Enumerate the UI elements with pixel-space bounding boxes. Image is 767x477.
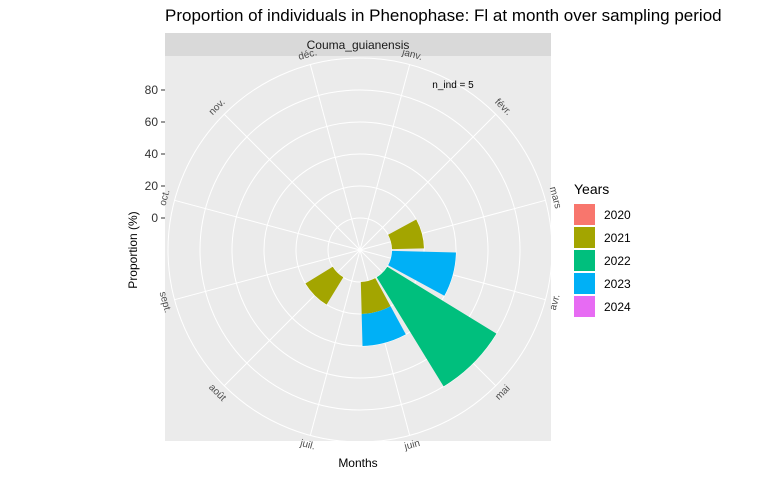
grid-spoke	[174, 249, 361, 301]
legend: Years 2020 2021 2022 2023 2024	[574, 181, 631, 317]
y-tick-label: 80	[145, 83, 159, 97]
y-tick-label: 20	[145, 179, 159, 193]
y-axis-title: Proportion (%)	[126, 211, 140, 288]
month-label: sept.	[157, 290, 173, 314]
grid-spoke	[359, 113, 497, 251]
month-label: avr.	[548, 293, 563, 311]
month-label: juin	[402, 438, 421, 453]
legend-label-2020: 2020	[604, 208, 631, 222]
bar-2023-avr.	[388, 250, 456, 296]
bar-2021-juin	[360, 278, 391, 314]
chart-title: Proportion of individuals in Phenophase:…	[165, 6, 722, 25]
grid-circle-outer	[167, 57, 553, 443]
legend-label-2024: 2024	[604, 300, 631, 314]
grid-circle	[263, 153, 457, 347]
month-label: déc.	[297, 47, 318, 63]
legend-label-2022: 2022	[604, 254, 631, 268]
bar-2021-août	[305, 266, 344, 305]
legend-key-2023	[574, 273, 595, 294]
month-label: oct.	[158, 189, 173, 207]
grid-spoke	[359, 64, 411, 251]
bar-2022-mai	[376, 266, 497, 387]
legend-key-2024	[574, 296, 595, 317]
legend-label-2021: 2021	[604, 231, 631, 245]
legend-key-2020	[574, 204, 595, 225]
grid-spoke	[174, 199, 361, 251]
grid-circle	[327, 217, 393, 283]
grid-circle	[199, 89, 521, 411]
legend-key-2022	[574, 250, 595, 271]
y-tick-label: 60	[145, 115, 159, 129]
n-ind-annotation: n_ind = 5	[432, 80, 474, 91]
month-label: juil.	[298, 438, 316, 453]
bar-layer	[305, 219, 497, 387]
grid-circle	[295, 185, 425, 315]
grid-spoke	[223, 113, 361, 251]
y-tick-label: 0	[151, 211, 158, 225]
legend-label-2023: 2023	[604, 277, 631, 291]
grid-spoke	[309, 64, 361, 251]
y-axis: 0 20 40 60 80	[145, 83, 165, 225]
bar-2023-juin	[361, 306, 406, 346]
legend-key-2021	[574, 227, 595, 248]
grid-circle	[231, 121, 489, 379]
facet-strip	[165, 33, 551, 56]
facet-label: Couma_guianensis	[307, 38, 410, 52]
bar-2021-mars	[388, 219, 424, 250]
x-axis-title: Months	[338, 456, 377, 470]
grid-spoke	[309, 249, 361, 436]
legend-title: Years	[574, 181, 609, 197]
y-tick-label: 40	[145, 147, 159, 161]
month-label: janv.	[400, 47, 424, 63]
